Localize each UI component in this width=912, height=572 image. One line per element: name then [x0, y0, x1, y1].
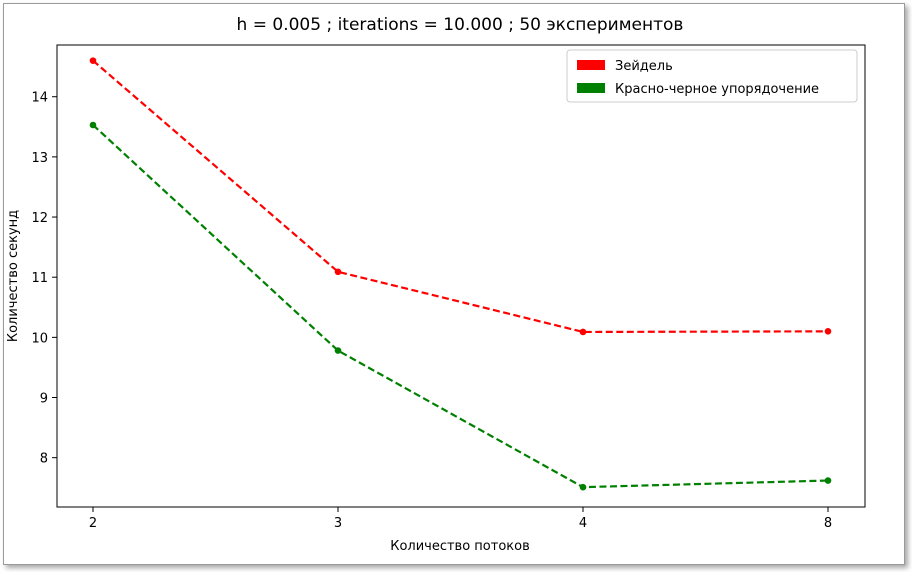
plot-area: 2 3 4 8 8 9 10 11 12 13 14	[31, 44, 866, 531]
legend-swatch-1	[577, 83, 605, 93]
data-point-1-0	[89, 121, 97, 129]
y-tick-label: 12	[31, 211, 48, 226]
legend-box	[566, 49, 858, 103]
x-tick-label: 4	[579, 516, 587, 531]
y-tick-label: 10	[31, 331, 48, 346]
x-tick-label: 3	[334, 516, 342, 531]
legend-swatch-0	[577, 60, 605, 70]
data-point-0-2	[579, 328, 587, 336]
legend: Зейдель Красно-черное упорядочение	[566, 49, 858, 103]
legend-label-0: Зейдель	[615, 59, 673, 74]
data-point-1-1	[334, 347, 342, 354]
x-tick-label: 2	[89, 516, 97, 531]
series-line-1	[92, 124, 829, 489]
y-tick-label: 11	[31, 271, 48, 286]
chart-title: h = 0.005 ; iterations = 10.000 ; 50 экс…	[237, 15, 684, 35]
plot-border	[56, 44, 866, 508]
y-tick-label: 8	[40, 452, 48, 467]
data-point-1-2	[579, 483, 587, 491]
y-axis-label: Количество секунд	[6, 210, 21, 342]
data-point-0-3	[824, 328, 832, 335]
y-tick-label: 9	[40, 392, 48, 407]
x-tick-label: 8	[824, 516, 832, 531]
x-axis-label: Количество потоков	[390, 539, 530, 554]
data-point-0-0	[89, 57, 97, 64]
data-point-0-1	[334, 268, 342, 276]
legend-label-1: Красно-черное упорядочение	[615, 82, 819, 97]
y-tick-label: 13	[31, 151, 48, 166]
data-point-1-3	[824, 477, 832, 484]
series-line-0	[92, 59, 829, 334]
y-tick-label: 14	[31, 91, 48, 106]
